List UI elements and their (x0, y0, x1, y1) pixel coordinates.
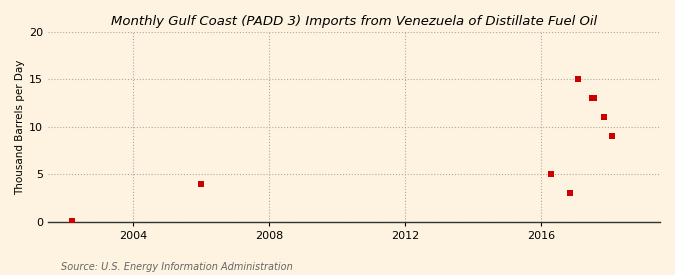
Point (589, 96, 599, 101)
Text: Source: U.S. Energy Information Administration: Source: U.S. Energy Information Administ… (61, 262, 292, 272)
Y-axis label: Thousand Barrels per Day: Thousand Barrels per Day (15, 59, 25, 194)
Point (546, 172, 557, 177)
Point (587, 96, 597, 101)
Point (573, 77, 584, 82)
Point (196, 182, 207, 186)
Point (564, 191, 575, 196)
Point (599, 115, 610, 120)
Point (607, 134, 618, 139)
Point (67, 219, 78, 223)
Title: Monthly Gulf Coast (PADD 3) Imports from Venezuela of Distillate Fuel Oil: Monthly Gulf Coast (PADD 3) Imports from… (111, 15, 597, 28)
